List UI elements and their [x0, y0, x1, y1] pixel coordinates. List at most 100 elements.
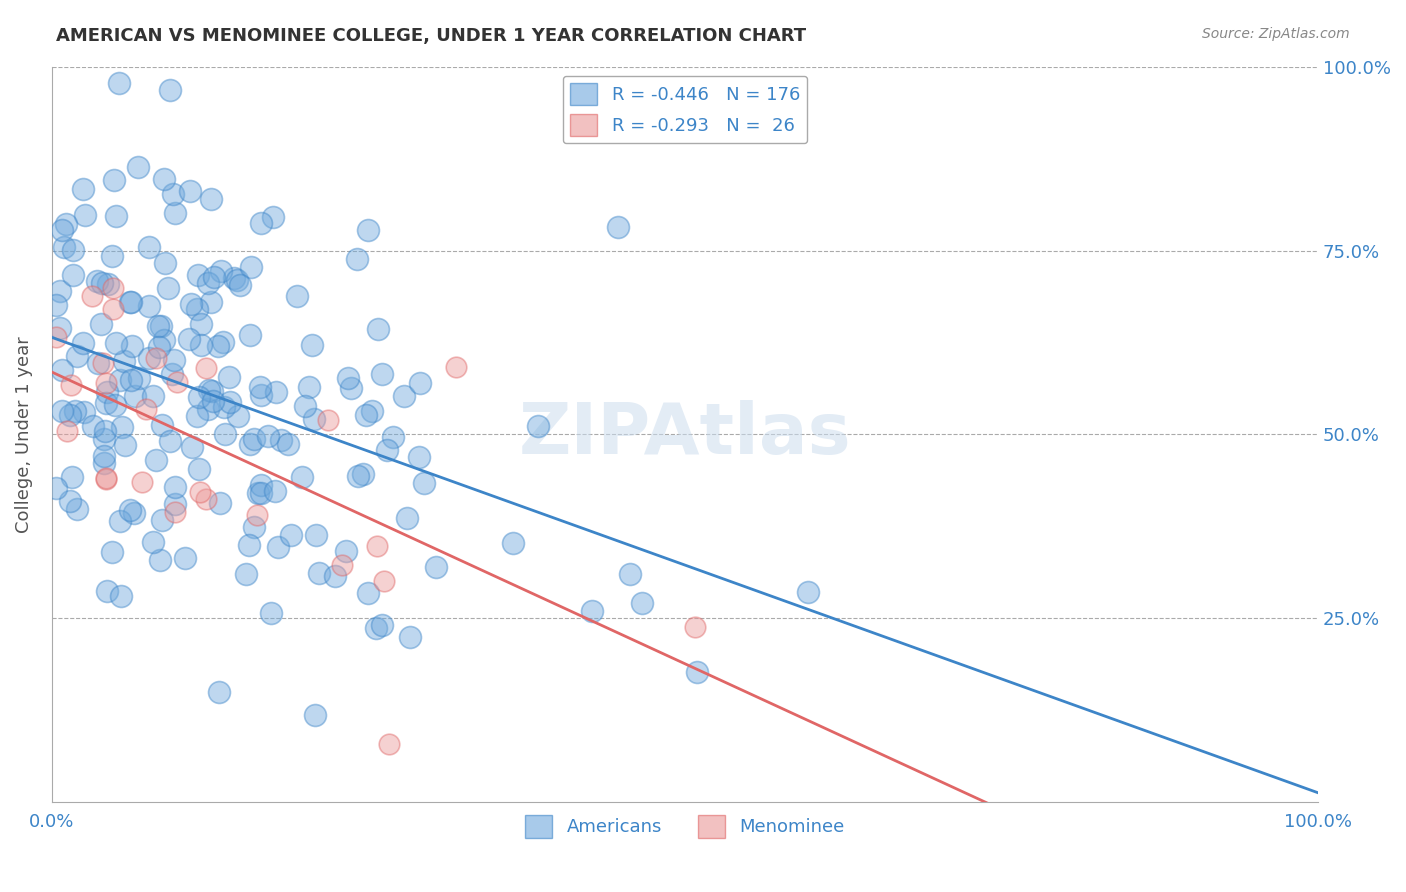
Point	[267, 540, 290, 554]
Point	[239, 328, 262, 343]
Point	[367, 322, 389, 336]
Point	[93, 424, 115, 438]
Point	[149, 553, 172, 567]
Point	[111, 420, 134, 434]
Point	[371, 367, 394, 381]
Point	[179, 184, 201, 198]
Point	[105, 210, 128, 224]
Point	[399, 630, 422, 644]
Point	[194, 492, 217, 507]
Point	[118, 503, 141, 517]
Point	[73, 405, 96, 419]
Point	[198, 383, 221, 397]
Point	[122, 506, 145, 520]
Point	[51, 223, 73, 237]
Point	[186, 301, 208, 316]
Point	[382, 430, 405, 444]
Point	[249, 380, 271, 394]
Text: AMERICAN VS MENOMINEE COLLEGE, UNDER 1 YEAR CORRELATION CHART: AMERICAN VS MENOMINEE COLLEGE, UNDER 1 Y…	[56, 27, 807, 45]
Point	[80, 289, 103, 303]
Point	[264, 385, 287, 400]
Point	[163, 206, 186, 220]
Point	[188, 484, 211, 499]
Point	[361, 404, 384, 418]
Point	[412, 475, 434, 490]
Point	[90, 276, 112, 290]
Point	[797, 585, 820, 599]
Point	[581, 604, 603, 618]
Point	[148, 340, 170, 354]
Point	[62, 268, 84, 282]
Point	[94, 472, 117, 486]
Point	[187, 390, 209, 404]
Point	[304, 708, 326, 723]
Point	[371, 618, 394, 632]
Point	[150, 513, 173, 527]
Point	[250, 485, 273, 500]
Point	[96, 471, 118, 485]
Point	[240, 260, 263, 274]
Point	[181, 440, 204, 454]
Point	[301, 338, 323, 352]
Point	[59, 408, 82, 422]
Point	[145, 351, 167, 366]
Point	[53, 239, 76, 253]
Point	[142, 389, 165, 403]
Legend: Americans, Menominee: Americans, Menominee	[517, 808, 852, 845]
Point	[150, 418, 173, 433]
Point	[316, 413, 339, 427]
Point	[527, 418, 550, 433]
Point	[145, 453, 167, 467]
Point	[51, 404, 73, 418]
Point	[86, 274, 108, 288]
Point	[48, 285, 70, 299]
Point	[187, 462, 209, 476]
Point	[260, 606, 283, 620]
Point	[160, 368, 183, 382]
Point	[238, 538, 260, 552]
Point	[45, 330, 67, 344]
Point	[120, 373, 142, 387]
Point	[308, 566, 330, 580]
Point	[101, 249, 124, 263]
Point	[153, 334, 176, 348]
Point	[101, 301, 124, 316]
Point	[270, 433, 292, 447]
Point	[291, 470, 314, 484]
Point	[177, 332, 200, 346]
Point	[209, 264, 232, 278]
Point	[218, 370, 240, 384]
Point	[127, 161, 149, 175]
Point	[305, 527, 328, 541]
Point	[212, 400, 235, 414]
Point	[96, 385, 118, 400]
Point	[335, 544, 357, 558]
Point	[218, 394, 240, 409]
Point	[112, 354, 135, 368]
Point	[190, 317, 212, 331]
Point	[93, 456, 115, 470]
Point	[250, 216, 273, 230]
Point	[373, 574, 395, 588]
Point	[59, 493, 82, 508]
Point	[114, 438, 136, 452]
Point	[138, 351, 160, 365]
Point	[298, 380, 321, 394]
Point	[45, 481, 67, 495]
Point	[277, 437, 299, 451]
Point	[249, 478, 271, 492]
Point	[444, 359, 467, 374]
Point	[156, 281, 179, 295]
Point	[222, 271, 245, 285]
Point	[262, 210, 284, 224]
Point	[159, 434, 181, 448]
Point	[323, 568, 346, 582]
Point	[103, 173, 125, 187]
Point	[197, 276, 219, 290]
Point	[354, 408, 377, 422]
Text: ZIPAtlas: ZIPAtlas	[519, 400, 851, 469]
Point	[330, 558, 353, 573]
Point	[409, 376, 432, 391]
Point	[201, 393, 224, 408]
Point	[242, 432, 264, 446]
